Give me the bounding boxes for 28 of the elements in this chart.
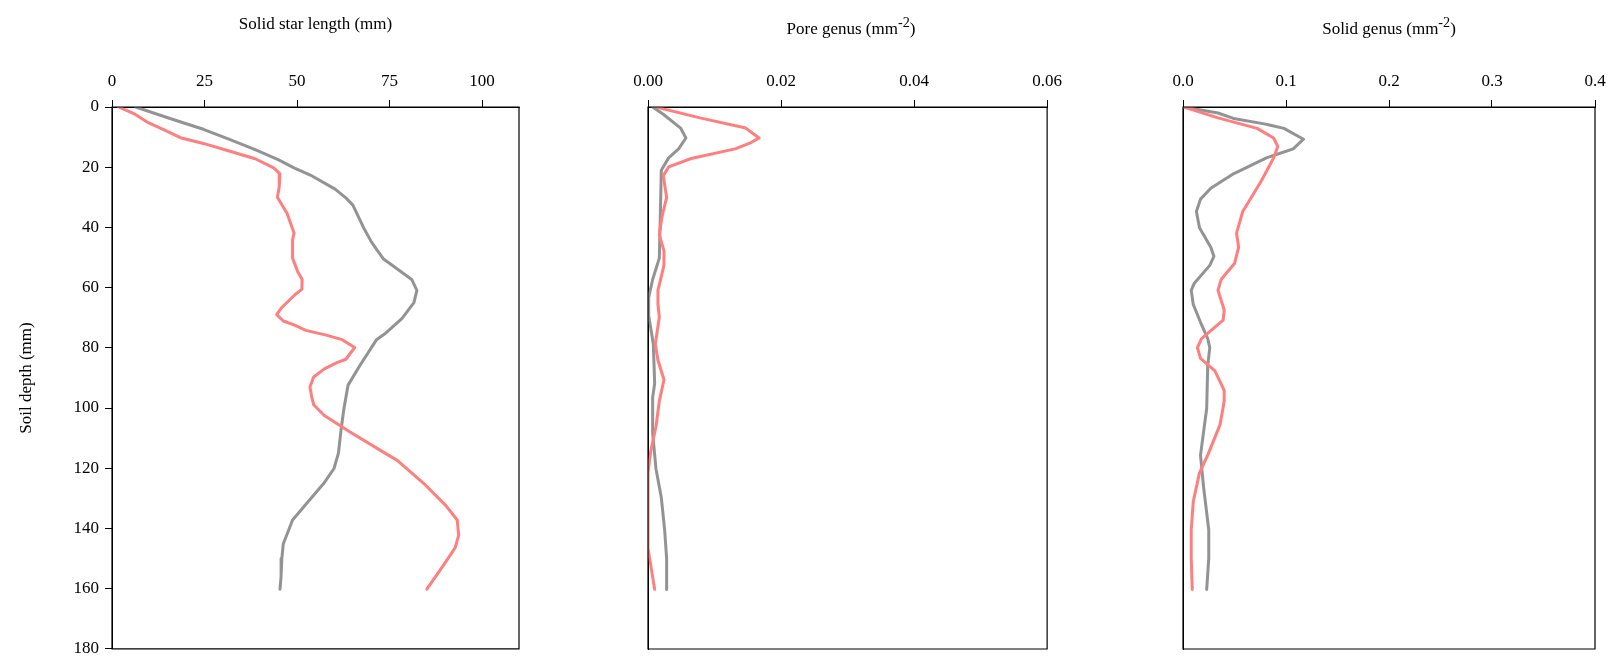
x-tick-label: 50: [288, 71, 306, 91]
y-tick-label: 100: [73, 397, 99, 417]
y-tick-label: 120: [73, 457, 99, 477]
y-tick-label: 60: [82, 277, 99, 297]
x-tick-label: 25: [196, 71, 213, 91]
x-tick-label: 100: [469, 71, 495, 91]
x-tick-label: 0.04: [899, 71, 930, 91]
x-tick-label: 0.02: [766, 71, 796, 91]
x-tick-label: 0.00: [633, 71, 663, 91]
x-tick-label: 0.2: [1378, 71, 1400, 91]
y-tick-label: 160: [73, 578, 99, 598]
x-tick-label: 0.0: [1172, 71, 1194, 91]
x-axis-title: Pore genus (mm$^{-2}$): [786, 14, 916, 39]
y-tick-label: 20: [82, 156, 99, 176]
y-tick-label: 40: [82, 216, 99, 236]
x-tick-label: 75: [381, 71, 398, 91]
x-tick-label: 0.3: [1481, 71, 1503, 91]
y-tick-label: 140: [73, 517, 99, 537]
y-axis-title: Soil depth (mm): [16, 322, 36, 434]
y-tick-label: 180: [73, 638, 99, 658]
x-tick-label: 0.06: [1032, 71, 1062, 91]
x-axis-title: Solid genus (mm$^{-2}$): [1322, 14, 1456, 39]
x-tick-label: 0.1: [1275, 71, 1297, 91]
y-tick-label: 80: [82, 337, 99, 357]
x-axis-title: Solid star length (mm): [238, 14, 393, 34]
x-tick-label: 0.4: [1584, 71, 1607, 91]
x-tick-label: 0: [107, 71, 117, 91]
y-tick-label: 0: [90, 96, 99, 116]
